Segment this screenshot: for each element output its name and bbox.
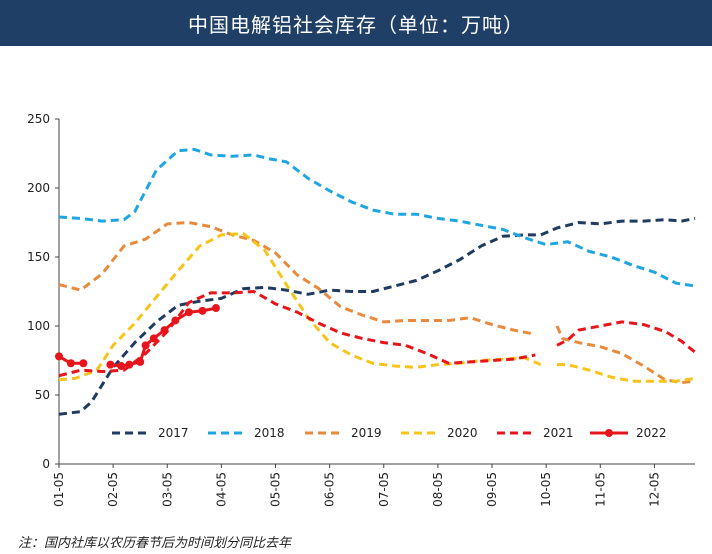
legend-item-2018: 2018 bbox=[208, 426, 285, 440]
x-tick-label: 05-05 bbox=[269, 472, 283, 507]
series-2021 bbox=[58, 290, 696, 378]
point-2022 bbox=[184, 308, 193, 317]
legend-label: 2020 bbox=[447, 426, 478, 440]
x-tick-label: 09-05 bbox=[485, 472, 499, 507]
series-line-2020 bbox=[58, 232, 542, 382]
point-2022 bbox=[211, 304, 220, 313]
legend-item-2019: 2019 bbox=[305, 426, 382, 440]
point-2022 bbox=[66, 359, 75, 368]
x-tick-label: 03-05 bbox=[160, 472, 174, 507]
point-2022 bbox=[125, 360, 134, 369]
point-2022 bbox=[141, 341, 150, 350]
series-line-2019 bbox=[555, 325, 696, 385]
series-line-2021 bbox=[556, 320, 696, 354]
x-tick-label: 07-05 bbox=[377, 472, 391, 507]
x-tick-label: 06-05 bbox=[323, 472, 337, 507]
legend-label: 2017 bbox=[158, 426, 189, 440]
chart-title: 中国电解铝社会库存（单位：万吨） bbox=[188, 12, 524, 37]
x-tick-label: 04-05 bbox=[214, 472, 228, 507]
chart: 0 50 100 150 200 250 01-05 02-05 03-05 04-05 05-05… bbox=[27, 112, 696, 507]
series-line-2020 bbox=[557, 363, 696, 383]
point-2022 bbox=[136, 357, 145, 366]
y-tick-label: 250 bbox=[27, 112, 50, 126]
y-tick-label: 200 bbox=[27, 181, 50, 195]
series-2017 bbox=[58, 216, 696, 416]
x-tick-label: 08-05 bbox=[431, 472, 445, 507]
series-line-2017 bbox=[58, 216, 696, 416]
y-tick-label: 150 bbox=[27, 250, 50, 264]
legend-item-2017: 2017 bbox=[112, 426, 189, 440]
y-tick-label: 100 bbox=[27, 319, 50, 333]
legend-marker bbox=[605, 429, 613, 437]
axes: 0 50 100 150 200 250 01-05 02-05 03-05 04-05 05-05… bbox=[27, 112, 695, 507]
series-2022 bbox=[55, 304, 220, 371]
legend-label: 2021 bbox=[543, 426, 574, 440]
point-2022 bbox=[149, 334, 158, 343]
point-2022 bbox=[198, 306, 207, 315]
x-tick-label: 10-05 bbox=[539, 472, 553, 507]
series-line-2019 bbox=[58, 221, 536, 336]
series-layer bbox=[55, 147, 696, 416]
point-2022 bbox=[79, 359, 88, 368]
title-banner: 中国电解铝社会库存（单位：万吨） bbox=[0, 0, 712, 46]
legend-label: 2018 bbox=[254, 426, 285, 440]
point-2022 bbox=[160, 326, 169, 335]
footnote: 注：国内社库以农历春节后为时间划分同比去年 bbox=[18, 536, 292, 551]
series-2020 bbox=[58, 232, 696, 383]
y-tick-label: 50 bbox=[35, 388, 50, 402]
legend-label: 2022 bbox=[636, 426, 667, 440]
point-2022 bbox=[171, 316, 180, 325]
x-tick-label: 02-05 bbox=[106, 472, 120, 507]
series-2019 bbox=[58, 221, 696, 385]
y-tick-label: 0 bbox=[42, 457, 50, 471]
legend: 2017 2018 2019 2020 2021 2022 bbox=[112, 426, 667, 440]
x-tick-label: 12-05 bbox=[647, 472, 661, 507]
legend-item-2020: 2020 bbox=[401, 426, 478, 440]
legend-label: 2019 bbox=[351, 426, 382, 440]
series-line-2018 bbox=[58, 147, 696, 288]
series-2018 bbox=[58, 147, 696, 288]
legend-item-2021: 2021 bbox=[497, 426, 574, 440]
point-2022 bbox=[117, 362, 126, 371]
x-tick-label: 01-05 bbox=[52, 472, 66, 507]
point-2022 bbox=[106, 360, 115, 369]
point-2022 bbox=[55, 352, 63, 361]
x-tick-label: 11-05 bbox=[593, 472, 607, 507]
legend-item-2022: 2022 bbox=[590, 426, 667, 440]
